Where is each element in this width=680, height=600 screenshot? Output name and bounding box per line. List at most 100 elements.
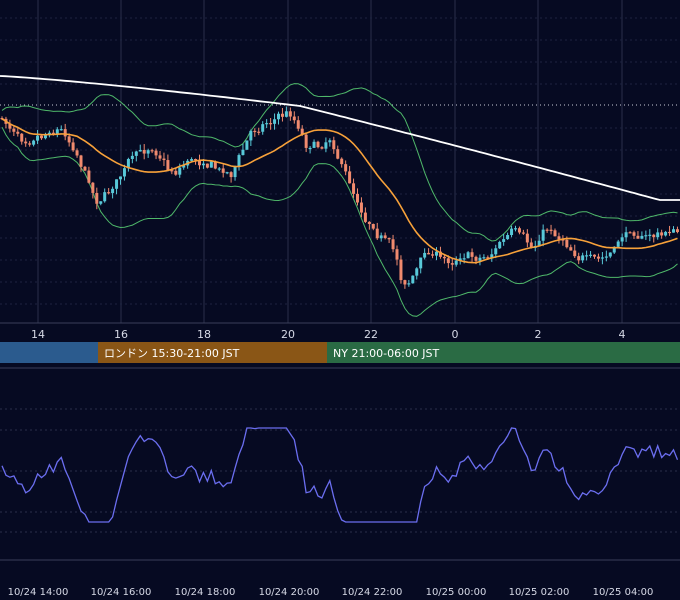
session-bar: ロンドン 15:30-21:00 JST NY 21:00-06:00 JST — [0, 342, 680, 363]
candle-body — [596, 256, 600, 259]
oscillator-line — [1, 427, 679, 523]
candle-body — [510, 228, 514, 236]
candle-body — [277, 113, 280, 120]
candle-body — [217, 168, 221, 170]
price-panel — [0, 0, 680, 323]
candle-body — [138, 150, 142, 152]
candle-body — [36, 135, 40, 141]
ma-lines — [0, 75, 680, 264]
candle-body — [431, 254, 435, 256]
candle-body — [249, 130, 253, 141]
candle-body — [604, 256, 608, 258]
candle-body — [261, 124, 265, 132]
candle-body — [126, 158, 130, 169]
oscillator-x-tick-label: 10/24 20:00 — [259, 587, 320, 598]
price-x-tick-label: 2 — [535, 328, 542, 341]
candle-body — [391, 239, 395, 250]
upper-band-line — [1, 83, 678, 242]
oscillator-x-axis: 10/24 14:00 10/24 16:00 10/24 18:00 10/24 2… — [0, 559, 680, 598]
oscillator-grid — [0, 367, 680, 533]
candle-body — [486, 257, 490, 259]
candle-body — [87, 170, 91, 183]
candle-body — [498, 241, 502, 249]
candle-body — [664, 231, 668, 236]
oscillator-x-tick-label: 10/25 04:00 — [593, 587, 654, 598]
candle-body — [43, 135, 47, 139]
candle-body — [257, 131, 261, 133]
oscillator-x-tick-label: 10/25 02:00 — [509, 587, 570, 598]
candle-body — [411, 275, 415, 284]
candle-body — [541, 229, 545, 241]
candle-body — [656, 232, 660, 238]
candle-body — [348, 171, 352, 184]
price-x-tick-label: 20 — [281, 328, 295, 341]
oscillator-x-tick-label: 10/25 00:00 — [426, 587, 487, 598]
candles — [0, 106, 679, 289]
candle-body — [363, 212, 367, 222]
candle-body — [12, 128, 16, 132]
candle-body — [288, 111, 292, 117]
candle-body — [446, 258, 450, 264]
candle-body — [316, 141, 320, 148]
candle-body — [170, 170, 174, 172]
candle-body — [462, 258, 466, 260]
candle-body — [624, 232, 628, 238]
candle-body — [162, 158, 166, 161]
candle-body — [648, 234, 652, 236]
candle-body — [241, 149, 245, 156]
candle-body — [620, 237, 624, 242]
candle-body — [668, 231, 672, 234]
candle-body — [71, 142, 75, 151]
candle-body — [450, 263, 454, 265]
candle-body — [75, 150, 79, 156]
candle-body — [561, 239, 565, 241]
candle-body — [154, 150, 158, 156]
candle-body — [474, 256, 478, 261]
candle-body — [371, 224, 375, 229]
candle-body — [28, 143, 32, 145]
candle-body — [158, 155, 162, 159]
candle-body — [107, 192, 111, 194]
candle-body — [328, 140, 332, 143]
session-block — [98, 342, 327, 363]
candle-body — [150, 150, 154, 152]
band-lines — [1, 83, 678, 317]
candle-body — [233, 166, 237, 178]
candle-body — [640, 235, 644, 239]
middle-band-line — [1, 118, 678, 264]
candle-body — [379, 235, 383, 239]
candle-body — [83, 166, 87, 171]
candle-body — [375, 228, 379, 239]
candle-body — [32, 140, 36, 145]
candle-body — [332, 140, 336, 150]
long-ma-line — [0, 75, 680, 201]
candle-body — [581, 255, 585, 261]
candle-body — [589, 254, 593, 256]
candle-body — [644, 235, 648, 237]
candle-body — [79, 155, 83, 167]
candle-body — [221, 168, 225, 173]
candle-body — [482, 257, 486, 259]
session-label: NY 21:00-06:00 JST — [333, 347, 440, 360]
candle-body — [367, 221, 371, 225]
candle-body — [237, 155, 241, 167]
candle-body — [344, 164, 348, 172]
candle-body — [470, 252, 474, 257]
candle-body — [419, 257, 423, 269]
candle-body — [324, 142, 328, 149]
candle-body — [490, 254, 494, 259]
candle-body — [24, 141, 28, 144]
candle-body — [59, 129, 63, 131]
candle-body — [423, 252, 427, 258]
candle-body — [304, 134, 308, 148]
candle-body — [636, 235, 640, 239]
candle-body — [99, 201, 103, 204]
candle-body — [585, 255, 589, 257]
candle-body — [20, 133, 24, 142]
candle-body — [514, 228, 517, 230]
candle-body — [198, 160, 201, 166]
candle-body — [356, 193, 359, 203]
candle-body — [55, 129, 59, 135]
candle-body — [146, 150, 150, 154]
